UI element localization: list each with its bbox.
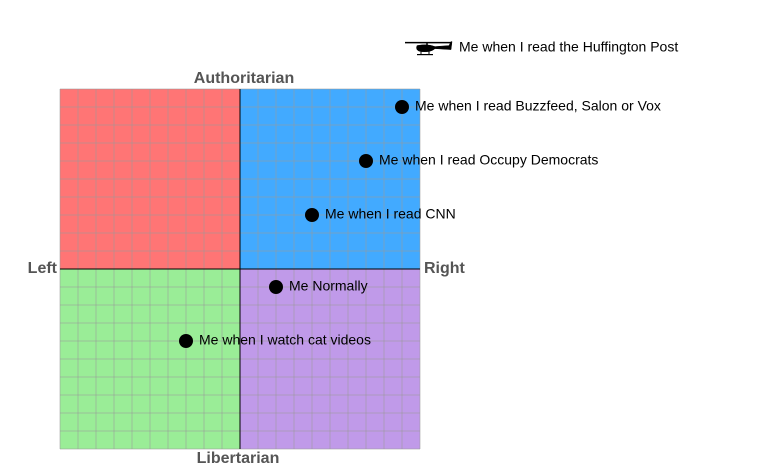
point [179, 334, 193, 348]
axis-label-left: Left [28, 260, 58, 277]
axis-label-right: Right [424, 260, 466, 277]
axis-label-bottom: Libertarian [197, 450, 280, 467]
point [269, 280, 283, 294]
point-label: Me when I watch cat videos [199, 332, 371, 348]
point [359, 154, 373, 168]
grid [59, 88, 421, 450]
helicopter-point [405, 41, 453, 56]
points [179, 41, 453, 348]
axis-label-top: Authoritarian [194, 70, 294, 87]
point-label: Me when I read Buzzfeed, Salon or Vox [415, 98, 661, 114]
point-label: Me when I read the Huffington Post [459, 38, 678, 54]
point-label: Me Normally [289, 278, 368, 294]
body [416, 41, 453, 53]
point [395, 100, 409, 114]
point-label: Me when I read CNN [325, 206, 456, 222]
point-label: Me when I read Occupy Democrats [379, 152, 598, 168]
point [305, 208, 319, 222]
